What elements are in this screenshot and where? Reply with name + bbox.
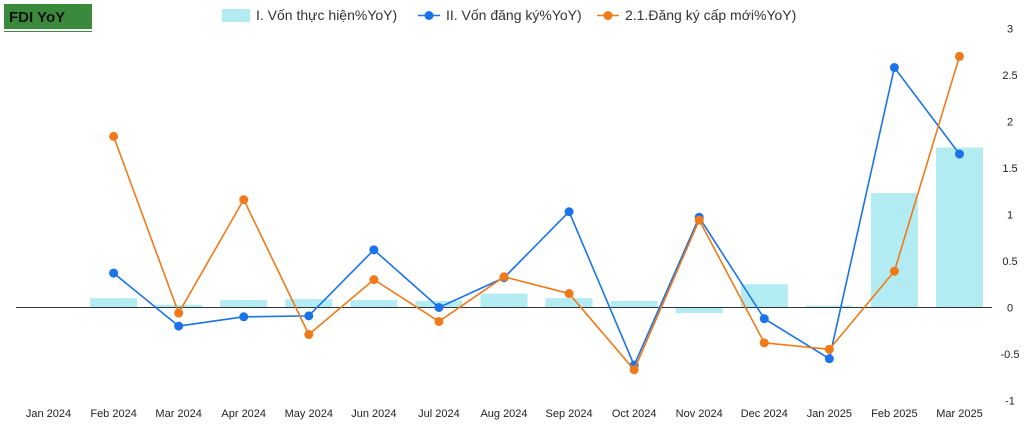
x-tick-label: Jan 2024 xyxy=(26,408,71,420)
y-tick-label: 3 xyxy=(1007,24,1013,36)
legend-swatch xyxy=(222,9,250,22)
bar xyxy=(870,193,918,308)
bar xyxy=(805,305,853,308)
legend-marker xyxy=(603,11,613,20)
data-point xyxy=(369,275,379,285)
legend-label: II. Vốn đăng ký%YoY) xyxy=(446,7,582,23)
x-tick-label: May 2024 xyxy=(285,408,333,420)
data-point xyxy=(239,312,249,322)
x-tick-label: Oct 2024 xyxy=(612,408,657,420)
data-point xyxy=(889,266,899,276)
bar xyxy=(545,298,593,308)
data-point xyxy=(759,314,769,324)
x-tick-label: Feb 2025 xyxy=(871,408,917,420)
x-tick-label: Feb 2024 xyxy=(90,408,136,420)
data-point xyxy=(434,303,444,312)
data-point xyxy=(174,308,184,318)
bar xyxy=(935,147,983,308)
y-tick-label: 2 xyxy=(1007,117,1013,129)
data-point xyxy=(434,316,444,326)
data-point xyxy=(304,311,314,321)
data-point xyxy=(954,51,964,61)
data-point xyxy=(824,344,834,354)
data-point xyxy=(824,354,834,364)
data-point xyxy=(304,329,314,339)
y-tick-label: 2.5 xyxy=(1002,70,1017,82)
data-point xyxy=(174,321,184,331)
legend-label: I. Vốn thực hiện%YoY) xyxy=(256,7,397,23)
data-point xyxy=(109,268,119,278)
y-tick-label: 0.5 xyxy=(1002,256,1017,268)
data-point xyxy=(109,131,119,141)
bar xyxy=(350,300,398,308)
x-tick-label: Jan 2025 xyxy=(807,408,852,420)
y-tick-label: 0 xyxy=(1007,303,1013,315)
data-point xyxy=(564,289,574,299)
data-point xyxy=(759,338,769,348)
x-tick-label: Jul 2024 xyxy=(418,408,460,420)
x-tick-label: Nov 2024 xyxy=(676,408,723,420)
data-point xyxy=(694,215,704,225)
y-tick-label: -0.5 xyxy=(1001,349,1020,361)
bar xyxy=(480,293,528,308)
x-tick-label: Jun 2024 xyxy=(351,408,396,420)
bar xyxy=(740,284,788,308)
series-line xyxy=(113,66,961,366)
data-point xyxy=(369,245,379,255)
data-point xyxy=(954,149,964,159)
legend-label: 2.1.Đăng ký cấp mới%YoY) xyxy=(625,7,796,23)
bar xyxy=(220,300,268,308)
x-tick-label: Apr 2024 xyxy=(221,408,266,420)
bar xyxy=(285,299,333,308)
data-point xyxy=(889,63,899,73)
x-tick-label: Sep 2024 xyxy=(546,408,593,420)
legend-marker xyxy=(424,11,434,20)
series-line xyxy=(112,56,961,371)
y-tick-label: -1 xyxy=(1005,396,1015,408)
bar xyxy=(610,300,658,308)
x-tick-label: Aug 2024 xyxy=(480,408,527,420)
x-tick-label: Mar 2024 xyxy=(155,408,201,420)
bar xyxy=(675,307,723,314)
data-point xyxy=(239,195,249,205)
y-tick-label: 1.5 xyxy=(1002,163,1017,175)
bar xyxy=(155,304,203,308)
bar xyxy=(90,298,138,308)
y-tick-label: 1 xyxy=(1007,210,1013,222)
x-tick-label: Dec 2024 xyxy=(741,408,788,420)
data-point xyxy=(499,272,509,282)
data-point xyxy=(629,365,639,375)
x-tick-label: Mar 2025 xyxy=(936,408,982,420)
data-point xyxy=(564,207,574,217)
chart-title: FDI YoY xyxy=(4,4,92,31)
